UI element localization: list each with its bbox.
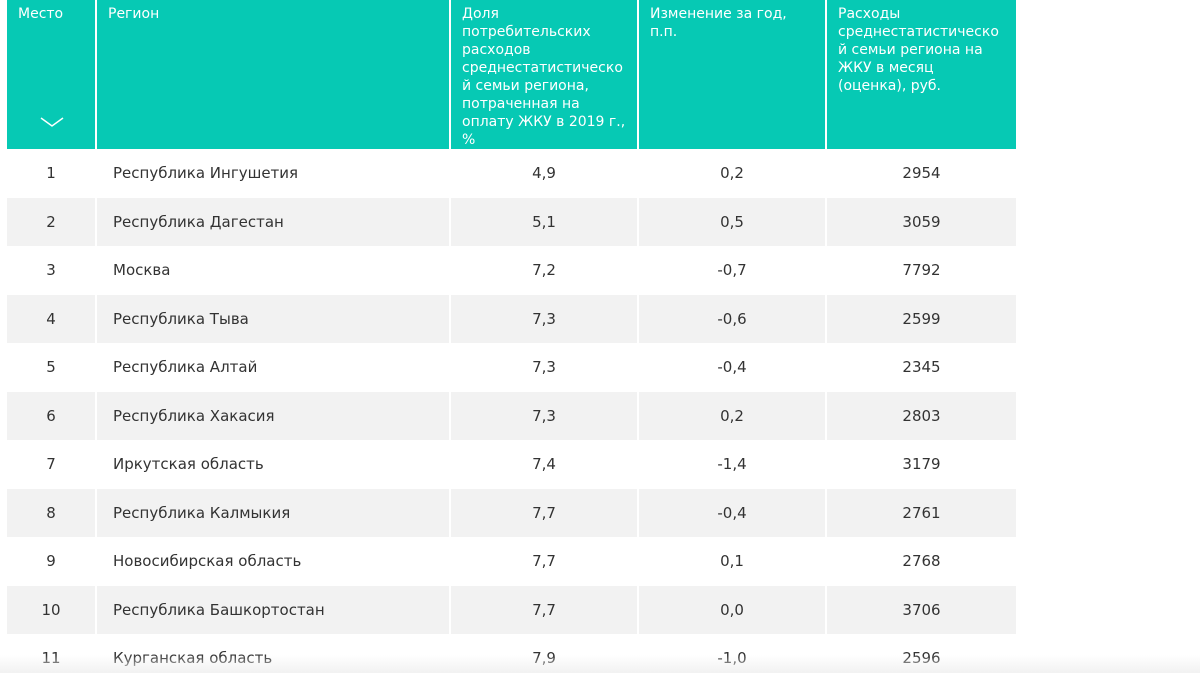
value-cell: -0,6 (639, 294, 827, 343)
header-text: Доля потребительских расходов среднестат… (462, 6, 626, 148)
value-cell: 7,7 (451, 585, 639, 634)
header-cell[interactable]: Регион (97, 0, 451, 149)
value-cell: 8 (7, 488, 97, 537)
header-cell[interactable]: Доля потребительских расходов среднестат… (451, 0, 639, 149)
table-row: 9 Новосибирская область 7,7 0,1 2768 (7, 537, 1016, 586)
value-cell: 7,3 (451, 294, 639, 343)
region-cell: Республика Ингушетия (97, 149, 451, 198)
region-cell: Иркутская область (97, 440, 451, 489)
value-cell: 7,4 (451, 440, 639, 489)
value-cell: 3059 (827, 197, 1016, 246)
value-cell: 6 (7, 391, 97, 440)
header-text: Изменение за год, п.п. (650, 6, 787, 40)
value-cell: -0,7 (639, 246, 827, 295)
value-cell: 0,2 (639, 149, 827, 198)
table-row: 10 Республика Башкортостан 7,7 0,0 3706 (7, 585, 1016, 634)
sort-chevron[interactable] (40, 116, 64, 128)
value-cell: 10 (7, 585, 97, 634)
region-cell: Республика Тыва (97, 294, 451, 343)
value-cell: 7,2 (451, 246, 639, 295)
region-cell: Москва (97, 246, 451, 295)
header-text: Регион (108, 6, 160, 22)
header-cell[interactable]: Расходы среднестатистической семьи регио… (827, 0, 1016, 149)
value-cell: 2 (7, 197, 97, 246)
value-cell: 2599 (827, 294, 1016, 343)
value-cell: -0,4 (639, 488, 827, 537)
region-cell: Республика Хакасия (97, 391, 451, 440)
value-cell: 5,1 (451, 197, 639, 246)
header-text: Место (18, 6, 64, 22)
table-row: 1 Республика Ингушетия 4,9 0,2 2954 (7, 149, 1016, 198)
table-row: 2 Республика Дагестан 5,1 0,5 3059 (7, 197, 1016, 246)
value-cell: 2761 (827, 488, 1016, 537)
value-cell: 2768 (827, 537, 1016, 586)
value-cell: 3 (7, 246, 97, 295)
table-row: 7 Иркутская область 7,4 -1,4 3179 (7, 440, 1016, 489)
value-cell: 0,5 (639, 197, 827, 246)
value-cell: 7,7 (451, 488, 639, 537)
value-cell: 4,9 (451, 149, 639, 198)
value-cell: 7792 (827, 246, 1016, 295)
region-cell: Новосибирская область (97, 537, 451, 586)
value-cell: 5 (7, 343, 97, 392)
value-cell: 7 (7, 440, 97, 489)
value-cell: 1 (7, 149, 97, 198)
table-row: 8 Республика Калмыкия 7,7 -0,4 2761 (7, 488, 1016, 537)
region-cell: Республика Дагестан (97, 197, 451, 246)
header-cell[interactable]: Место (7, 0, 97, 149)
bottom-fade (0, 655, 1200, 673)
header-text: Расходы среднестатистической семьи регио… (838, 6, 999, 94)
value-cell: -1,4 (639, 440, 827, 489)
ranking-table: Место Регион Доля потребительских расход… (7, 0, 1016, 673)
header-cell[interactable]: Изменение за год, п.п. (639, 0, 827, 149)
value-cell: 4 (7, 294, 97, 343)
value-cell: 3706 (827, 585, 1016, 634)
table-row: 6 Республика Хакасия 7,3 0,2 2803 (7, 391, 1016, 440)
value-cell: 0,1 (639, 537, 827, 586)
value-cell: 7,7 (451, 537, 639, 586)
value-cell: 9 (7, 537, 97, 586)
region-cell: Республика Башкортостан (97, 585, 451, 634)
value-cell: 2345 (827, 343, 1016, 392)
value-cell: 2803 (827, 391, 1016, 440)
value-cell: 2954 (827, 149, 1016, 198)
table-row: 3 Москва 7,2 -0,7 7792 (7, 246, 1016, 295)
region-cell: Республика Калмыкия (97, 488, 451, 537)
value-cell: 3179 (827, 440, 1016, 489)
header-row: Место Регион Доля потребительских расход… (7, 0, 1016, 149)
table-body: 1 Республика Ингушетия 4,9 0,2 2954 2 Республи… (7, 149, 1016, 673)
value-cell: -0,4 (639, 343, 827, 392)
value-cell: 0,0 (639, 585, 827, 634)
table-row: 5 Республика Алтай 7,3 -0,4 2345 (7, 343, 1016, 392)
region-cell: Республика Алтай (97, 343, 451, 392)
value-cell: 7,3 (451, 391, 639, 440)
table-row: 4 Республика Тыва 7,3 -0,6 2599 (7, 294, 1016, 343)
table-container: Место Регион Доля потребительских расход… (7, 0, 1016, 673)
value-cell: 7,3 (451, 343, 639, 392)
value-cell: 0,2 (639, 391, 827, 440)
